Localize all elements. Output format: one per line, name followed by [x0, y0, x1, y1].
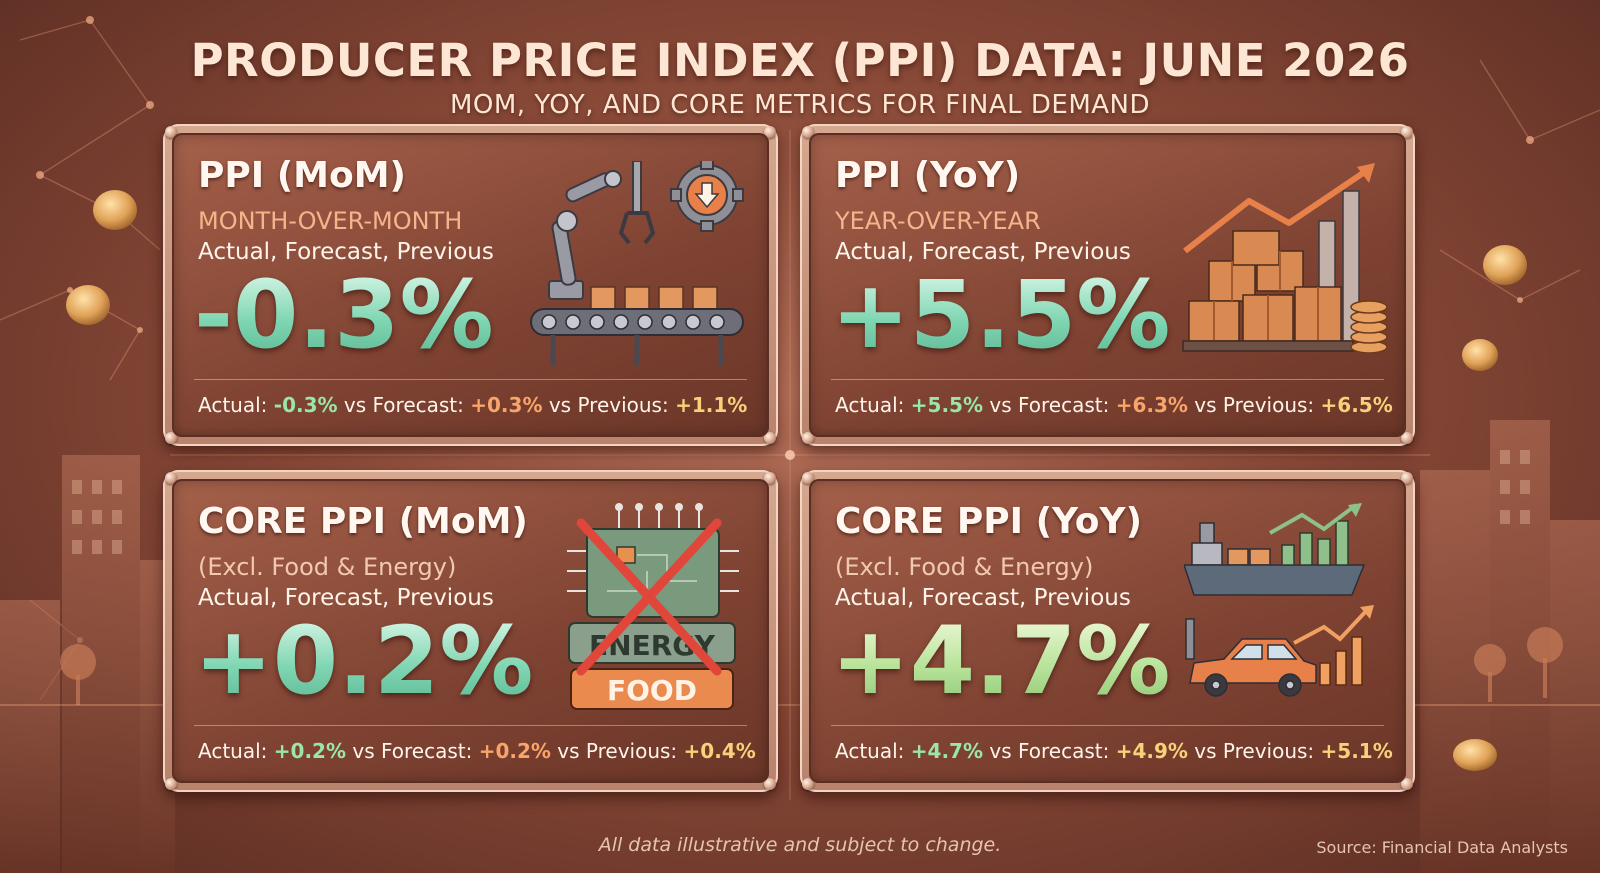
- card-ppi-mom: PPI (MoM) MONTH-OVER-MONTH Actual, Forec…: [163, 124, 778, 446]
- card-title: PPI (YoY): [835, 155, 1021, 196]
- card-value: -0.3%: [194, 261, 494, 370]
- factory-conveyor-icon: [530, 161, 744, 365]
- card-value: +0.2%: [194, 607, 534, 716]
- rivet-icon: [165, 432, 177, 444]
- card-subtitle: YEAR-OVER-YEAR: [835, 207, 1041, 235]
- previous-value: +0.4%: [683, 739, 756, 763]
- rivet-icon: [764, 126, 776, 138]
- forecast-value: +0.3%: [470, 393, 543, 417]
- card-divider: [831, 725, 1384, 726]
- page-title: PRODUCER PRICE INDEX (PPI) DATA: JUNE 20…: [190, 34, 1410, 87]
- card-meta: Actual, Forecast, Previous: [198, 585, 494, 611]
- card-meta: Actual, Forecast, Previous: [835, 239, 1131, 265]
- actual-value: +4.7%: [910, 739, 983, 763]
- card-divider: [194, 379, 747, 380]
- card-divider: [194, 725, 747, 726]
- rivet-icon: [764, 472, 776, 484]
- rivet-icon: [1401, 126, 1413, 138]
- card-title: CORE PPI (YoY): [835, 501, 1143, 542]
- actual-value: +0.2%: [273, 739, 346, 763]
- previous-value: +6.5%: [1320, 393, 1393, 417]
- page-subtitle: MOM, YOY, AND CORE METRICS FOR FINAL DEM…: [449, 90, 1151, 120]
- previous-value: +1.1%: [675, 393, 748, 417]
- card-comparison: Actual: -0.3% vs Forecast: +0.3% vs Prev…: [198, 393, 748, 417]
- card-ppi-yoy: PPI (YoY) YEAR-OVER-YEAR Actual, Forecas…: [800, 124, 1415, 446]
- rivet-icon: [165, 778, 177, 790]
- excluded-energy-food-icon: ENERGY FOOD: [567, 503, 739, 710]
- rivet-icon: [1401, 472, 1413, 484]
- card-core-ppi-yoy: CORE PPI (YoY) (Excl. Food & Energy) Act…: [800, 470, 1415, 792]
- rivet-icon: [764, 432, 776, 444]
- rivet-icon: [764, 778, 776, 790]
- card-meta: Actual, Forecast, Previous: [835, 585, 1131, 611]
- card-divider: [831, 379, 1384, 380]
- source-credit: Source: Financial Data Analysts: [1316, 838, 1568, 857]
- rivet-icon: [1401, 432, 1413, 444]
- rivet-icon: [802, 778, 814, 790]
- previous-value: +5.1%: [1320, 739, 1393, 763]
- card-subtitle: MONTH-OVER-MONTH: [198, 207, 463, 235]
- actual-value: +5.5%: [910, 393, 983, 417]
- food-label: FOOD: [607, 674, 697, 707]
- card-core-ppi-mom: CORE PPI (MoM) (Excl. Food & Energy) Act…: [163, 470, 778, 792]
- card-value: +5.5%: [831, 261, 1171, 370]
- forecast-value: +6.3%: [1115, 393, 1188, 417]
- card-meta: Actual, Forecast, Previous: [198, 239, 494, 265]
- rivet-icon: [802, 432, 814, 444]
- actual-value: -0.3%: [273, 393, 338, 417]
- card-title: PPI (MoM): [198, 155, 406, 196]
- card-comparison: Actual: +5.5% vs Forecast: +6.3% vs Prev…: [835, 393, 1393, 417]
- card-value: +4.7%: [831, 607, 1171, 716]
- card-comparison: Actual: +4.7% vs Forecast: +4.9% vs Prev…: [835, 739, 1393, 763]
- rivet-icon: [1401, 778, 1413, 790]
- forecast-value: +4.9%: [1115, 739, 1188, 763]
- forecast-value: +0.2%: [478, 739, 551, 763]
- card-title: CORE PPI (MoM): [198, 501, 528, 542]
- ship-car-growth-icon: [1184, 503, 1374, 697]
- card-subtitle: (Excl. Food & Energy): [198, 553, 457, 581]
- boxes-growth-icon: [1182, 163, 1388, 354]
- disclaimer-note: All data illustrative and subject to cha…: [598, 834, 1002, 856]
- card-comparison: Actual: +0.2% vs Forecast: +0.2% vs Prev…: [198, 739, 756, 763]
- card-subtitle: (Excl. Food & Energy): [835, 553, 1094, 581]
